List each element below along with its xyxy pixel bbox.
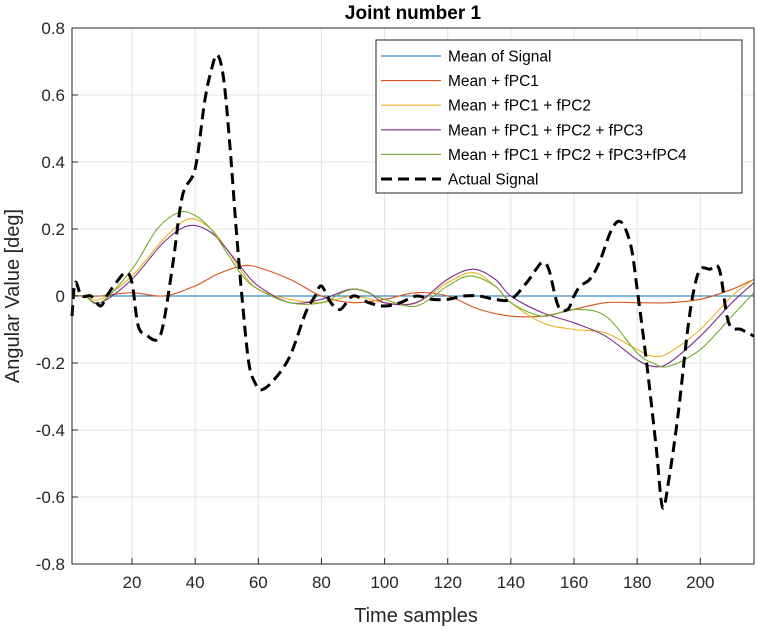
y-tick-label: 0.2 — [41, 220, 65, 239]
x-tick-label: 160 — [560, 573, 588, 592]
x-tick-label: 200 — [686, 573, 714, 592]
legend-item-mean: Mean of Signal — [381, 49, 551, 66]
legend-label: Mean + fPC1 — [448, 73, 539, 90]
y-tick-label: -0.2 — [36, 354, 65, 373]
x-tick-label: 120 — [434, 573, 462, 592]
legend-item-fpc1: Mean + fPC1 — [381, 73, 539, 90]
x-tick-label: 80 — [312, 573, 331, 592]
chart-title: Joint number 1 — [345, 3, 482, 24]
y-tick-label: 0 — [56, 287, 65, 306]
series-actual-signal-line — [70, 53, 755, 510]
legend-item-fpc4: Mean + fPC1 + fPC2 + fPC3+fPC4 — [381, 147, 687, 164]
x-tick-label: 140 — [497, 573, 525, 592]
x-tick-label: 60 — [249, 573, 268, 592]
y-tick-label: 0.6 — [41, 86, 65, 105]
legend-label: Mean + fPC1 + fPC2 — [448, 98, 591, 115]
legend-item-fpc3: Mean + fPC1 + fPC2 + fPC3 — [381, 122, 643, 139]
y-tick-label: -0.6 — [36, 488, 65, 507]
y-tick-label: 0.8 — [41, 19, 65, 38]
series-fpc3-line — [71, 224, 755, 368]
y-tick-label: -0.4 — [36, 421, 65, 440]
y-axis-title: Angular Value [deg] — [2, 209, 24, 383]
x-tick-label: 180 — [623, 573, 651, 592]
legend-label: Mean of Signal — [448, 49, 551, 66]
legend: Mean of Signal Mean + fPC1 Mean + fPC1 + f… — [375, 39, 743, 194]
legend-label: Actual Signal — [448, 172, 538, 189]
legend-label: Mean + fPC1 + fPC2 + fPC3+fPC4 — [448, 147, 687, 164]
x-tick-label: 40 — [186, 573, 205, 592]
legend-item-actual-signal: Actual Signal — [381, 172, 538, 189]
legend-item-fpc2: Mean + fPC1 + fPC2 — [381, 98, 591, 115]
x-tick-label: 20 — [123, 573, 142, 592]
x-tick-label: 100 — [370, 573, 398, 592]
legend-label: Mean + fPC1 + fPC2 + fPC3 — [448, 122, 643, 139]
series-layer — [70, 53, 755, 510]
x-axis-title: Time samples — [354, 605, 478, 627]
ticks: 20 40 60 80 100 120 140 160 180 200 -0.8 -0.6 -0.4 -0… — [36, 19, 715, 592]
legend-box — [375, 39, 743, 194]
y-tick-label: -0.8 — [36, 555, 65, 574]
y-tick-label: 0.4 — [41, 153, 65, 172]
series-fpc4-line — [71, 210, 755, 368]
